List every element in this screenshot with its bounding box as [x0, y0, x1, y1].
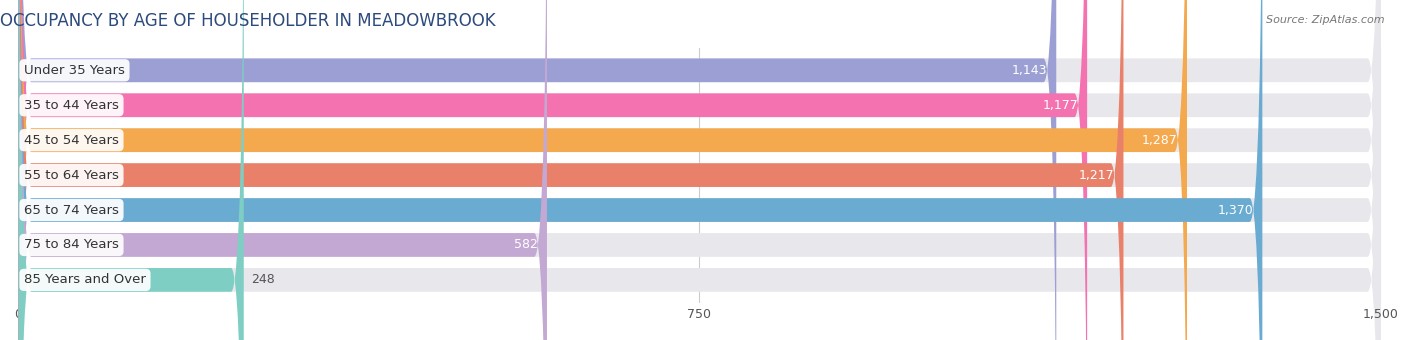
Text: 75 to 84 Years: 75 to 84 Years [24, 238, 120, 252]
Text: 248: 248 [252, 273, 274, 286]
FancyBboxPatch shape [18, 0, 1263, 340]
Text: Under 35 Years: Under 35 Years [24, 64, 125, 77]
FancyBboxPatch shape [18, 0, 1381, 340]
FancyBboxPatch shape [18, 0, 547, 340]
Text: 1,143: 1,143 [1012, 64, 1047, 77]
Text: 55 to 64 Years: 55 to 64 Years [24, 169, 120, 182]
Text: 1,287: 1,287 [1142, 134, 1178, 147]
FancyBboxPatch shape [18, 0, 1056, 340]
FancyBboxPatch shape [18, 0, 1381, 340]
FancyBboxPatch shape [18, 0, 1381, 340]
Text: Source: ZipAtlas.com: Source: ZipAtlas.com [1267, 15, 1385, 25]
FancyBboxPatch shape [18, 0, 243, 340]
FancyBboxPatch shape [18, 0, 1381, 340]
Text: 1,177: 1,177 [1042, 99, 1078, 112]
Text: 582: 582 [515, 238, 538, 252]
FancyBboxPatch shape [18, 0, 1123, 340]
Text: 65 to 74 Years: 65 to 74 Years [24, 204, 120, 217]
Text: 85 Years and Over: 85 Years and Over [24, 273, 146, 286]
FancyBboxPatch shape [18, 0, 1381, 340]
Text: OCCUPANCY BY AGE OF HOUSEHOLDER IN MEADOWBROOK: OCCUPANCY BY AGE OF HOUSEHOLDER IN MEADO… [0, 12, 496, 30]
FancyBboxPatch shape [18, 0, 1381, 340]
FancyBboxPatch shape [18, 0, 1187, 340]
Text: 1,217: 1,217 [1078, 169, 1115, 182]
Text: 45 to 54 Years: 45 to 54 Years [24, 134, 120, 147]
Text: 1,370: 1,370 [1218, 204, 1253, 217]
FancyBboxPatch shape [18, 0, 1087, 340]
Text: 35 to 44 Years: 35 to 44 Years [24, 99, 120, 112]
FancyBboxPatch shape [18, 0, 1381, 340]
